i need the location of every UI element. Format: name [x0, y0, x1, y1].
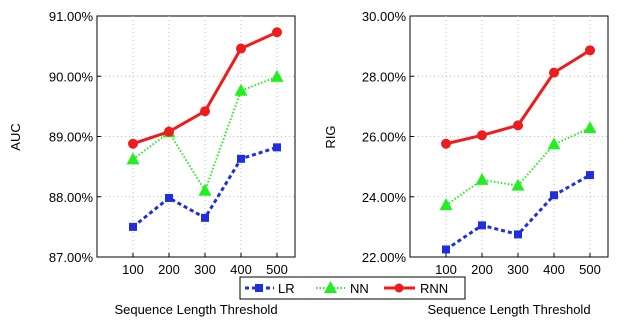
data-point-rnn [164, 126, 174, 137]
y-tick-label: 91.00% [49, 9, 94, 24]
data-point-lr [550, 191, 558, 200]
y-tick-label: 87.00% [49, 250, 94, 265]
data-point-lr [273, 143, 281, 152]
legend-item-lr: LR [245, 281, 295, 296]
x-tick-label: 400 [543, 262, 565, 277]
y-axis-label: AUC [8, 123, 23, 150]
data-point-rnn [513, 120, 523, 131]
data-point-nn [547, 137, 561, 150]
x-tick-label: 200 [158, 262, 180, 277]
data-point-rnn [272, 27, 282, 38]
y-tick-label: 30.00% [362, 9, 407, 24]
data-point-rnn [236, 43, 246, 54]
x-tick-label: 100 [435, 262, 457, 277]
legend-marker-lr [255, 284, 263, 292]
data-point-nn [234, 83, 248, 96]
y-tick-labels: 87.00% 88.00% 89.00% 90.00% 91.00% [49, 9, 101, 265]
data-point-rnn [441, 138, 451, 149]
data-point-nn [126, 152, 140, 165]
auc-chart: 87.00% 88.00% 89.00% 90.00% 91.00% 100 200 300… [8, 9, 296, 317]
y-tick-label: 90.00% [49, 69, 94, 84]
data-point-lr [201, 213, 209, 222]
legend-label-nn: NN [350, 281, 369, 296]
legend-marker-rnn [394, 283, 404, 293]
x-tick-label: 300 [507, 262, 529, 277]
x-tick-label: 400 [230, 262, 252, 277]
legend-box [239, 276, 466, 300]
y-tick-label: 22.00% [362, 250, 407, 265]
data-point-rnn [477, 130, 487, 141]
legend-label-rnn: RNN [420, 281, 448, 296]
legend-item-nn: NN [316, 281, 369, 296]
y-tick-label: 24.00% [362, 190, 407, 205]
data-point-lr [165, 193, 173, 202]
legend-marker-nn [324, 281, 337, 293]
grid [97, 16, 295, 257]
x-tick-label: 200 [471, 262, 493, 277]
data-point-rnn [128, 138, 138, 149]
x-tick-labels: 100 200 300 400 500 [122, 253, 288, 277]
x-tick-label: 300 [194, 262, 216, 277]
x-tick-label: 500 [266, 262, 288, 277]
x-tick-label: 500 [579, 262, 601, 277]
data-point-nn [198, 183, 212, 196]
data-point-lr [442, 245, 450, 254]
y-tick-label: 28.00% [362, 69, 407, 84]
x-axis-label: Sequence Length Threshold [427, 302, 590, 317]
data-point-nn [439, 198, 453, 211]
y-tick-label: 26.00% [362, 130, 407, 145]
x-tick-label: 100 [122, 262, 144, 277]
series-group [126, 27, 284, 231]
data-point-nn [511, 178, 525, 191]
legend: LR NN RNN [239, 276, 466, 300]
data-point-rnn [585, 45, 595, 56]
y-tick-labels: 22.00% 24.00% 26.00% 28.00% 30.00% [362, 9, 414, 265]
series-line-nn [445, 127, 591, 207]
grid [410, 16, 608, 257]
data-point-lr [478, 221, 486, 230]
y-tick-label: 89.00% [49, 130, 94, 145]
x-axis-label: Sequence Length Threshold [114, 302, 277, 317]
data-point-nn [270, 69, 284, 82]
x-tick-labels: 100 200 300 400 500 [435, 253, 601, 277]
data-point-lr [129, 222, 137, 231]
legend-label-lr: LR [278, 281, 295, 296]
legend-item-rnn: RNN [384, 281, 448, 296]
data-point-rnn [200, 106, 210, 117]
y-axis-label: RIG [323, 125, 338, 148]
data-point-lr [514, 230, 522, 239]
data-point-nn [475, 172, 489, 185]
series-group [439, 45, 597, 254]
data-point-lr [586, 171, 594, 180]
y-tick-label: 88.00% [49, 190, 94, 205]
rig-chart: 22.00% 24.00% 26.00% 28.00% 30.00% 100 200 300… [323, 9, 609, 317]
data-point-nn [583, 121, 597, 134]
data-point-lr [237, 154, 245, 163]
data-point-rnn [549, 67, 559, 78]
